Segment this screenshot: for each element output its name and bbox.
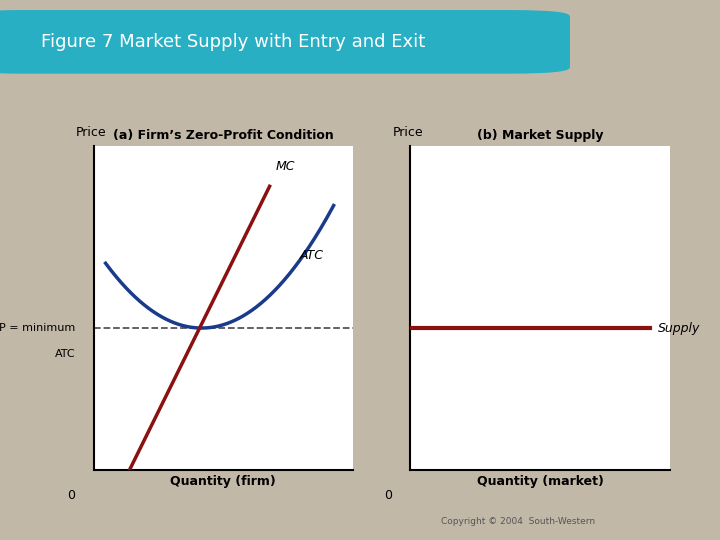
- X-axis label: Quantity (market): Quantity (market): [477, 475, 603, 488]
- Title: (a) Firm’s Zero-Profit Condition: (a) Firm’s Zero-Profit Condition: [113, 129, 333, 142]
- Text: 0: 0: [68, 489, 76, 502]
- Text: Copyright © 2004  South-Western: Copyright © 2004 South-Western: [441, 517, 595, 526]
- Text: Figure 7 Market Supply with Entry and Exit: Figure 7 Market Supply with Entry and Ex…: [41, 33, 426, 51]
- Text: Price: Price: [392, 126, 423, 139]
- Text: 0: 0: [384, 489, 392, 502]
- Text: Price: Price: [76, 126, 106, 139]
- FancyBboxPatch shape: [0, 10, 570, 73]
- Text: Supply: Supply: [657, 321, 700, 334]
- Text: ATC: ATC: [55, 349, 76, 359]
- Text: ATC: ATC: [300, 249, 324, 262]
- Text: P = minimum: P = minimum: [0, 323, 76, 333]
- X-axis label: Quantity (firm): Quantity (firm): [171, 475, 276, 488]
- Title: (b) Market Supply: (b) Market Supply: [477, 129, 603, 142]
- Text: MC: MC: [276, 160, 295, 173]
